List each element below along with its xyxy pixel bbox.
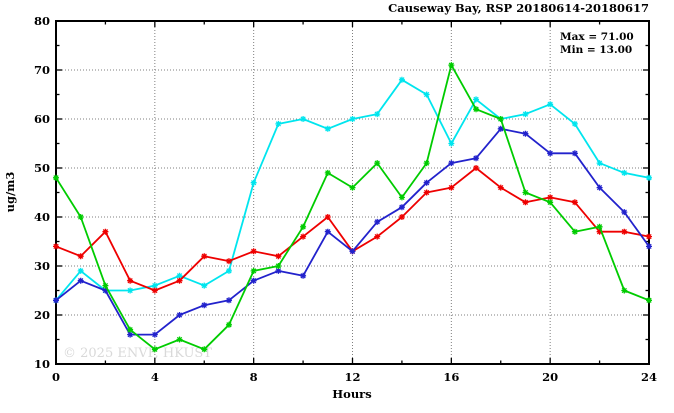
x-tick-label: 20 <box>542 370 558 384</box>
y-axis-label: ug/m3 <box>3 172 17 213</box>
y-tick-label: 10 <box>34 357 50 371</box>
red-line-markers <box>53 165 652 294</box>
x-tick-label: 0 <box>52 370 60 384</box>
series-green-line <box>53 62 652 353</box>
max-annotation: Max = 71.00 <box>560 31 634 43</box>
y-tick-label: 20 <box>34 308 50 322</box>
x-tick-label: 24 <box>641 370 657 384</box>
series-red-line <box>53 165 652 294</box>
blue-line-markers <box>53 125 652 338</box>
y-tick-label: 80 <box>34 14 50 28</box>
x-tick-label: 12 <box>344 370 360 384</box>
y-tick-label: 60 <box>34 112 50 126</box>
y-tick-label: 30 <box>34 259 50 273</box>
chart-title: Causeway Bay, RSP 20180614-20180617 <box>388 1 649 15</box>
series-blue-line <box>53 125 652 338</box>
x-tick-label: 8 <box>250 370 258 384</box>
x-tick-label: 4 <box>151 370 159 384</box>
min-annotation: Min = 13.00 <box>560 44 632 56</box>
green-line-markers <box>53 62 652 353</box>
watermark: © 2025 ENVF, HKUST <box>63 346 212 361</box>
y-tick-label: 50 <box>34 161 50 175</box>
gridlines <box>56 21 649 364</box>
tick-labels: 0 4 8 12 16 20 24 10 20 30 40 50 60 70 80 <box>34 14 657 384</box>
x-axis-label: Hours <box>332 387 371 401</box>
y-tick-label: 40 <box>34 210 50 224</box>
axis-ticks <box>55 20 650 365</box>
x-tick-label: 16 <box>443 370 459 384</box>
y-tick-label: 70 <box>34 63 50 77</box>
